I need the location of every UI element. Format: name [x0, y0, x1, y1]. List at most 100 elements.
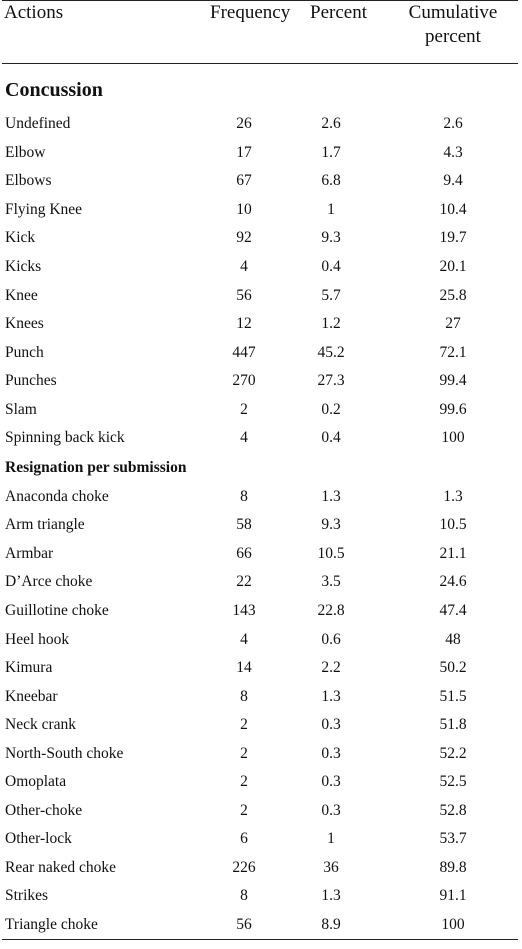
cell-cumulative: 89.8 — [439, 858, 467, 876]
cell-frequency: 4 — [240, 630, 248, 648]
cell-cumulative: 50.2 — [439, 659, 467, 677]
table-row: Triangle choke 56 8.9 100 — [2, 910, 518, 941]
cell-cumulative: 9.4 — [443, 172, 463, 190]
cell-percent: 1 — [327, 200, 335, 218]
cell-cumulative: 53.7 — [439, 830, 467, 848]
cell-percent: 3.5 — [321, 573, 341, 591]
cell-cumulative: 19.7 — [439, 229, 467, 247]
cell-percent: 0.3 — [321, 801, 341, 819]
table-row: Other-lock 6 1 53.7 — [2, 825, 518, 854]
cell-percent: 0.4 — [321, 429, 341, 447]
cell-frequency: 56 — [236, 286, 252, 304]
header-cumulative-line2: percent — [425, 26, 481, 47]
cell-action: Arm triangle — [5, 516, 85, 534]
cell-frequency: 143 — [232, 602, 256, 620]
header-cumulative-percent: Cumulative percent — [388, 1, 518, 64]
header-cumulative-line1: Cumulative — [408, 2, 498, 23]
cell-cumulative: 20.1 — [439, 258, 467, 275]
table-row: Kimura 14 2.2 50.2 — [2, 654, 518, 683]
cell-action: Neck crank — [5, 716, 76, 734]
cell-frequency: 26 — [236, 115, 252, 133]
table-row: Knees 12 1.2 27 — [2, 310, 518, 339]
cell-cumulative: 25.8 — [439, 286, 467, 304]
cell-percent: 1 — [327, 830, 335, 848]
header-frequency: Frequency — [210, 2, 291, 23]
table-row: Strikes 8 1.3 91.1 — [2, 882, 518, 911]
table-row: Undefined 26 2.6 2.6 — [2, 110, 518, 139]
section-header-row: Resignation per submission — [2, 453, 518, 483]
table-row: Flying Knee 10 1 10.4 — [2, 196, 518, 225]
cell-action: Slam — [5, 400, 37, 418]
cell-frequency: 226 — [232, 858, 256, 876]
cell-action: Flying Knee — [5, 200, 83, 218]
cell-frequency: 8 — [240, 487, 248, 505]
table-row: Neck crank 2 0.3 51.8 — [2, 711, 518, 740]
cell-action: Omoplata — [5, 773, 67, 791]
cell-action: Anaconda choke — [5, 487, 109, 505]
table-row: Omoplata 2 0.3 52.5 — [2, 768, 518, 797]
cell-cumulative: 99.4 — [439, 372, 467, 390]
table-row: Elbow 17 1.7 4.3 — [2, 139, 518, 168]
cell-cumulative: 91.1 — [439, 887, 467, 905]
cell-action: Rear naked choke — [5, 858, 117, 876]
cell-action: Guillotine choke — [5, 602, 109, 620]
cell-cumulative: 99.6 — [439, 400, 467, 418]
cell-frequency: 58 — [236, 516, 252, 534]
cell-action: North-South choke — [5, 744, 124, 762]
cell-cumulative: 2.6 — [443, 115, 463, 133]
cell-cumulative: 52.8 — [439, 801, 467, 819]
cell-frequency: 10 — [236, 200, 252, 218]
cell-cumulative: 24.6 — [439, 573, 467, 591]
cell-action: Heel hook — [5, 630, 70, 648]
table-row: Anaconda choke 8 1.3 1.3 — [2, 483, 518, 512]
table-row: Kneebar 8 1.3 51.5 — [2, 682, 518, 711]
cell-percent: 1.3 — [321, 487, 341, 505]
cell-percent: 10.5 — [317, 544, 345, 562]
header-actions: Actions — [4, 2, 64, 23]
table-row: Arm triangle 58 9.3 10.5 — [2, 511, 518, 540]
table-body: Concussion Undefined 26 2.6 2.6 Elbow 17 1.7 4.3… — [2, 64, 518, 941]
cell-action: Spinning back kick — [5, 429, 125, 447]
cell-percent: 6.8 — [321, 172, 341, 190]
cell-frequency: 6 — [240, 830, 248, 848]
cell-percent: 0.6 — [321, 630, 341, 648]
cell-percent: 8.9 — [296, 910, 388, 941]
cell-cumulative: 10.5 — [439, 516, 467, 534]
section-title: Resignation per submission — [5, 458, 187, 476]
cell-frequency: 4 — [240, 258, 248, 275]
cell-frequency: 2 — [240, 801, 248, 819]
cell-percent: 1.7 — [321, 143, 341, 161]
cell-frequency: 17 — [236, 143, 252, 161]
cell-action: Other-lock — [5, 830, 72, 848]
cell-percent: 36 — [323, 858, 339, 876]
cell-action: D’Arce choke — [5, 573, 93, 591]
table-row: Guillotine choke 143 22.8 47.4 — [2, 597, 518, 626]
cell-frequency: 67 — [236, 172, 252, 190]
section-header-row: Concussion — [2, 64, 518, 111]
cell-action: Kick — [5, 229, 36, 247]
cell-cumulative: 52.5 — [439, 773, 467, 791]
cell-action: Strikes — [5, 887, 49, 905]
table-header: Actions Frequency Percent Cumulative per… — [2, 0, 518, 64]
cell-cumulative: 48 — [445, 630, 461, 648]
cell-cumulative: 72.1 — [439, 343, 467, 361]
table-row: Slam 2 0.2 99.6 — [2, 395, 518, 424]
cell-percent: 1.2 — [321, 315, 341, 333]
table-row: North-South choke 2 0.3 52.2 — [2, 739, 518, 768]
cell-action: Triangle choke — [2, 910, 190, 941]
cell-frequency: 447 — [232, 343, 256, 361]
cell-percent: 1.3 — [321, 887, 341, 905]
table-row: Punches 270 27.3 99.4 — [2, 367, 518, 396]
cell-action: Punch — [5, 343, 44, 361]
cell-frequency: 66 — [236, 544, 252, 562]
cell-cumulative: 51.5 — [439, 687, 467, 705]
cell-frequency: 2 — [240, 400, 248, 418]
table-row: Armbar 66 10.5 21.1 — [2, 540, 518, 569]
cell-percent: 0.3 — [321, 716, 341, 734]
cell-percent: 0.4 — [321, 258, 341, 275]
table-row: Kicks 4 0.4 20.1 — [2, 253, 518, 282]
cell-cumulative: 21.1 — [439, 544, 467, 562]
cell-action: Knee — [5, 286, 38, 304]
cell-percent: 45.2 — [317, 343, 345, 361]
